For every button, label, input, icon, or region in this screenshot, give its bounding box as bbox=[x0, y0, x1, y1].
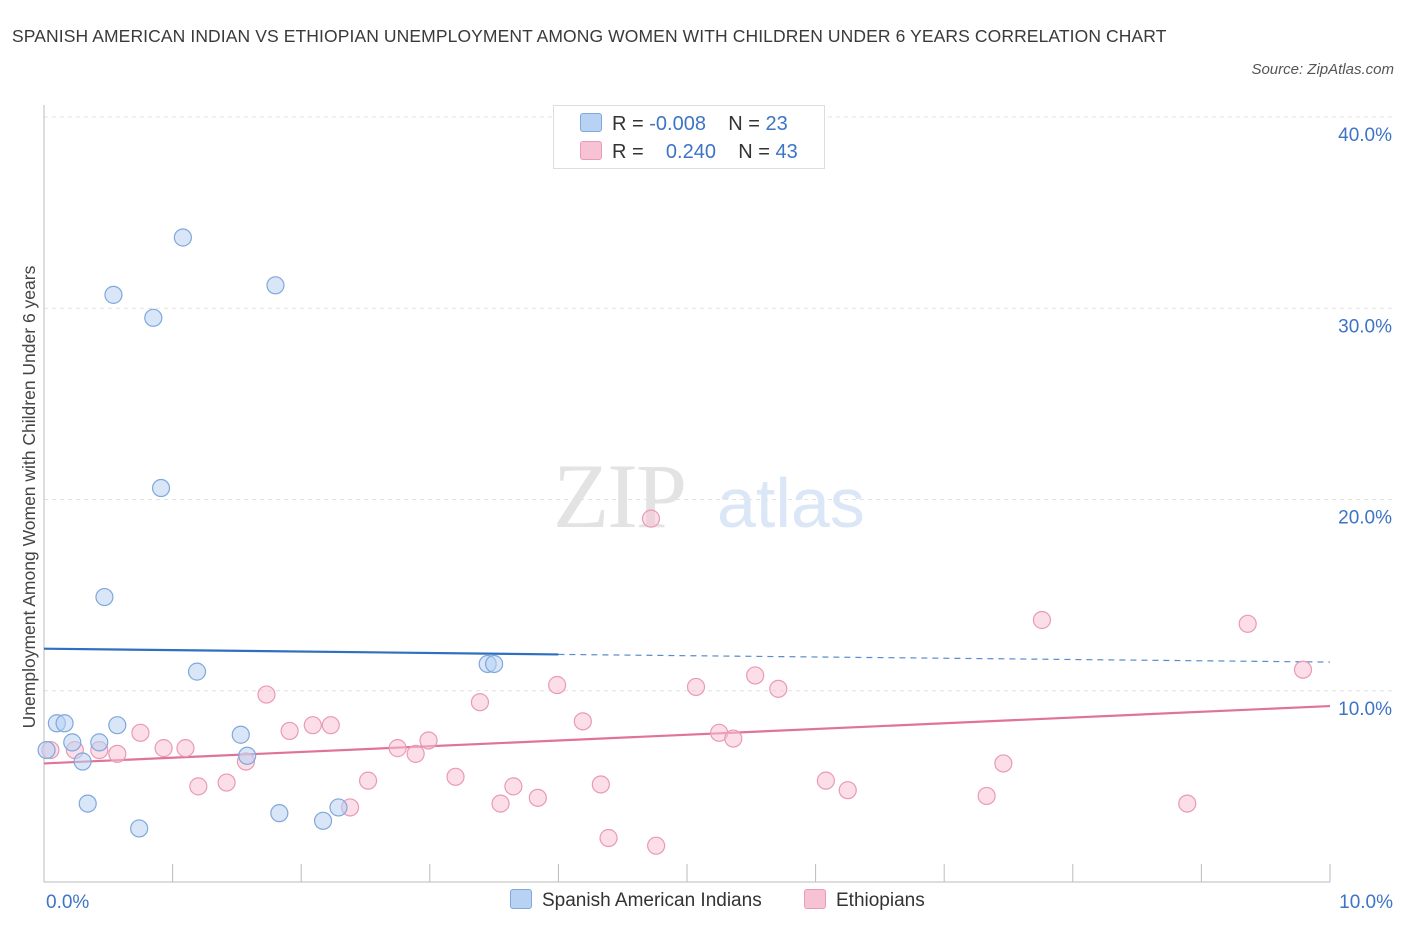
legend-r-label: R = bbox=[612, 113, 644, 135]
point-ethiopian bbox=[1178, 794, 1197, 813]
bottom-legend-label: Spanish American Indians bbox=[542, 890, 762, 911]
watermark: ZIP atlas bbox=[553, 445, 865, 547]
point-ethiopian bbox=[504, 777, 523, 796]
point-spanish-american-indian bbox=[55, 714, 74, 733]
point-spanish-american-indian bbox=[485, 654, 504, 674]
grid-lines bbox=[44, 116, 1392, 692]
point-ethiopian bbox=[686, 677, 706, 697]
point-ethiopian bbox=[528, 788, 547, 807]
trend-line-spanish-american-indians bbox=[43, 647, 559, 656]
legend-n-label: N = bbox=[728, 113, 760, 135]
legend-row-spanish-american-indians: R = -0.008 N = 23 bbox=[580, 112, 788, 136]
legend-n-value: 23 bbox=[765, 113, 788, 135]
legend-row-ethiopians: R = 0.240 N = 43 bbox=[580, 140, 798, 164]
axes bbox=[43, 105, 1331, 883]
tick-labels: 10.0% 20.0% 30.0% 40.0% 0.0% 10.0% bbox=[46, 125, 1393, 913]
data-points bbox=[37, 228, 1313, 855]
point-spanish-american-indian bbox=[144, 308, 163, 327]
y-tick-label: 10.0% bbox=[1338, 699, 1392, 720]
y-tick-label: 40.0% bbox=[1338, 125, 1392, 146]
point-ethiopian bbox=[1032, 610, 1052, 630]
point-spanish-american-indian bbox=[95, 587, 114, 607]
point-spanish-american-indian bbox=[151, 478, 171, 498]
point-ethiopian bbox=[154, 739, 173, 758]
point-ethiopian bbox=[176, 739, 195, 758]
point-spanish-american-indian bbox=[231, 725, 250, 744]
point-ethiopian bbox=[217, 773, 236, 792]
watermark-zip: ZIP bbox=[553, 445, 685, 547]
point-spanish-american-indian bbox=[108, 716, 127, 735]
correlation-legend: R = -0.008 N = 23 R = 0.240 N = 43 bbox=[553, 105, 825, 169]
point-spanish-american-indian bbox=[238, 746, 257, 765]
point-spanish-american-indian bbox=[173, 228, 192, 247]
point-ethiopian bbox=[280, 721, 299, 741]
point-ethiopian bbox=[358, 771, 378, 790]
bottom-legend-ethiopians: Ethiopians bbox=[804, 889, 925, 912]
point-ethiopian bbox=[816, 771, 835, 790]
point-ethiopian bbox=[131, 723, 150, 742]
point-spanish-american-indian bbox=[73, 752, 92, 771]
legend-r-value: 0.240 bbox=[665, 141, 716, 163]
point-ethiopian bbox=[977, 786, 996, 806]
point-spanish-american-indian bbox=[313, 811, 333, 830]
legend-swatch-pink bbox=[580, 141, 602, 160]
trend-line-spanish-american-indians-extension bbox=[558, 653, 1331, 663]
point-spanish-american-indian bbox=[270, 804, 289, 823]
point-ethiopian bbox=[1238, 614, 1257, 633]
legend-n-label: N = bbox=[738, 141, 770, 163]
point-ethiopian bbox=[591, 775, 610, 794]
point-spanish-american-indian bbox=[90, 733, 109, 752]
point-ethiopian bbox=[548, 675, 567, 695]
point-spanish-american-indian bbox=[63, 733, 82, 752]
point-ethiopian bbox=[994, 754, 1013, 773]
point-spanish-american-indian bbox=[37, 740, 56, 760]
point-spanish-american-indian bbox=[78, 794, 97, 813]
x-tick-label: 0.0% bbox=[46, 892, 89, 913]
legend-n-value: 43 bbox=[775, 141, 798, 163]
bottom-legend-swatch-blue bbox=[510, 889, 532, 909]
legend-r-value: -0.008 bbox=[649, 113, 706, 135]
point-ethiopian bbox=[746, 666, 765, 685]
point-ethiopian bbox=[647, 836, 666, 855]
point-ethiopian bbox=[419, 731, 438, 750]
legend-r-label: R = bbox=[612, 141, 644, 163]
point-ethiopian bbox=[108, 744, 127, 763]
y-tick-label: 20.0% bbox=[1338, 508, 1392, 529]
point-ethiopian bbox=[641, 509, 661, 528]
point-ethiopian bbox=[446, 767, 465, 786]
point-ethiopian bbox=[724, 729, 743, 748]
chart-title: SPANISH AMERICAN INDIAN VS ETHIOPIAN UNE… bbox=[12, 26, 1167, 46]
watermark-atlas: atlas bbox=[717, 464, 865, 542]
bottom-legend-spanish-american-indians: Spanish American Indians bbox=[510, 889, 762, 912]
trend-line-ethiopians bbox=[43, 704, 1331, 765]
legend-swatch-blue bbox=[580, 113, 602, 132]
x-tick-label: 10.0% bbox=[1339, 892, 1393, 913]
point-spanish-american-indian bbox=[104, 285, 123, 304]
point-ethiopian bbox=[1293, 660, 1313, 679]
source-label: Source: ZipAtlas.com bbox=[1251, 61, 1394, 78]
trend-lines bbox=[43, 647, 1331, 765]
point-spanish-american-indian bbox=[187, 662, 207, 681]
point-ethiopian bbox=[470, 693, 490, 712]
point-ethiopian bbox=[388, 739, 407, 758]
point-ethiopian bbox=[573, 712, 592, 731]
y-tick-label: 30.0% bbox=[1338, 316, 1392, 337]
point-ethiopian bbox=[491, 794, 510, 813]
point-ethiopian bbox=[189, 777, 208, 796]
point-ethiopian bbox=[599, 828, 618, 848]
bottom-legend-label: Ethiopians bbox=[836, 890, 925, 911]
point-ethiopian bbox=[257, 685, 276, 704]
bottom-legend-swatch-pink bbox=[804, 889, 826, 909]
point-spanish-american-indian bbox=[130, 819, 149, 838]
point-ethiopian bbox=[303, 716, 322, 735]
point-spanish-american-indian bbox=[266, 276, 285, 295]
point-ethiopian bbox=[838, 781, 857, 800]
point-spanish-american-indian bbox=[329, 798, 348, 817]
y-axis-label: Unemployment Among Women with Children U… bbox=[19, 265, 39, 728]
point-ethiopian bbox=[769, 679, 788, 698]
point-ethiopian bbox=[406, 744, 425, 763]
point-ethiopian bbox=[321, 716, 340, 735]
